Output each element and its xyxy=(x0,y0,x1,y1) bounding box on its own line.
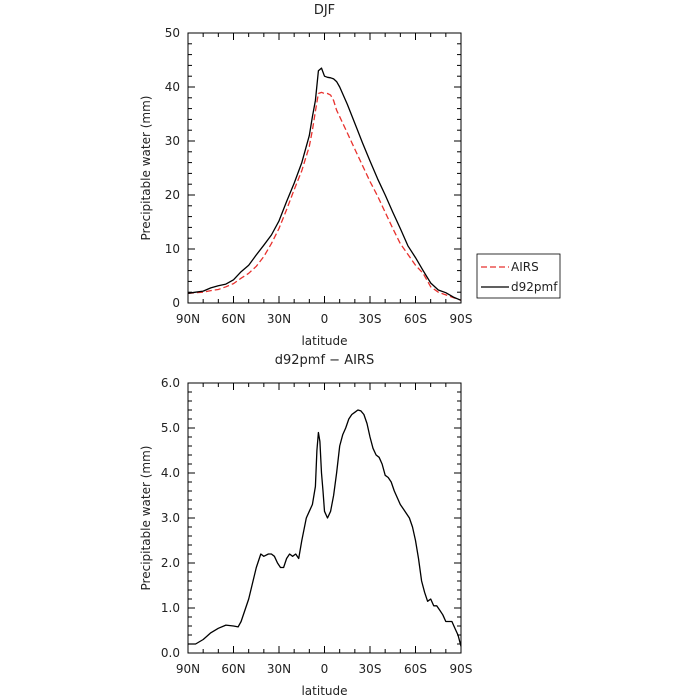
x-tick-label: 60N xyxy=(221,662,245,676)
x-tick-label: 90N xyxy=(176,312,200,326)
x-tick-label: 90N xyxy=(176,662,200,676)
chart-title: d92pmf − AIRS xyxy=(275,353,374,368)
x-tick-label: 90S xyxy=(450,312,473,326)
y-tick-label: 30 xyxy=(165,134,180,148)
x-tick-label: 60S xyxy=(404,662,427,676)
y-tick-label: 3.0 xyxy=(161,511,180,525)
legend-label-d92pmf: d92pmf xyxy=(511,280,558,294)
x-tick-label: 60N xyxy=(221,312,245,326)
y-axis-label: Precipitable water (mm) xyxy=(139,96,153,241)
series-line-difference-0 xyxy=(188,409,462,647)
y-tick-label: 10 xyxy=(165,242,180,256)
y-tick-label: 4.0 xyxy=(161,466,180,480)
y-tick-label: 0 xyxy=(172,296,180,310)
x-axis-label: latitude xyxy=(301,684,347,698)
x-tick-label: 60S xyxy=(404,312,427,326)
x-tick-label: 30S xyxy=(359,312,382,326)
y-tick-label: 20 xyxy=(165,188,180,202)
chart-title: DJF xyxy=(314,3,335,18)
y-tick-label: 0.0 xyxy=(161,646,180,660)
x-tick-label: 0 xyxy=(321,312,329,326)
x-axis-label: latitude xyxy=(301,334,347,348)
legend-label-airs: AIRS xyxy=(511,260,539,274)
x-tick-label: 30N xyxy=(267,312,291,326)
legend: AIRS d92pmf xyxy=(476,253,561,299)
plot-frame xyxy=(187,32,462,304)
y-tick-label: 40 xyxy=(165,80,180,94)
bottom-chart-panel: 90N 60N 30N 0 30S 60S 90S 0.0 1.0 2.0 3.0 4.0 5.0 6.0… xyxy=(139,353,472,698)
top-chart-panel: 90N 60N 30N 0 30S 60S 90S 0 10 20 30 40 50 DJF latitud… xyxy=(139,3,561,348)
x-tick-label: 30S xyxy=(359,662,382,676)
x-tick-label: 30N xyxy=(267,662,291,676)
y-tick-label: 50 xyxy=(165,26,180,40)
series-line-d92pmf xyxy=(187,67,462,301)
x-tick-label: 90S xyxy=(450,662,473,676)
y-tick-label: 2.0 xyxy=(161,556,180,570)
y-tick-label: 5.0 xyxy=(161,421,180,435)
y-tick-label: 6.0 xyxy=(161,376,180,390)
x-tick-label: 0 xyxy=(321,662,329,676)
y-axis-label: Precipitable water (mm) xyxy=(139,446,153,591)
y-tick-label: 1.0 xyxy=(161,601,180,615)
series-line-airs xyxy=(187,91,462,301)
legend-box xyxy=(476,253,561,299)
plot-frame xyxy=(187,382,462,654)
